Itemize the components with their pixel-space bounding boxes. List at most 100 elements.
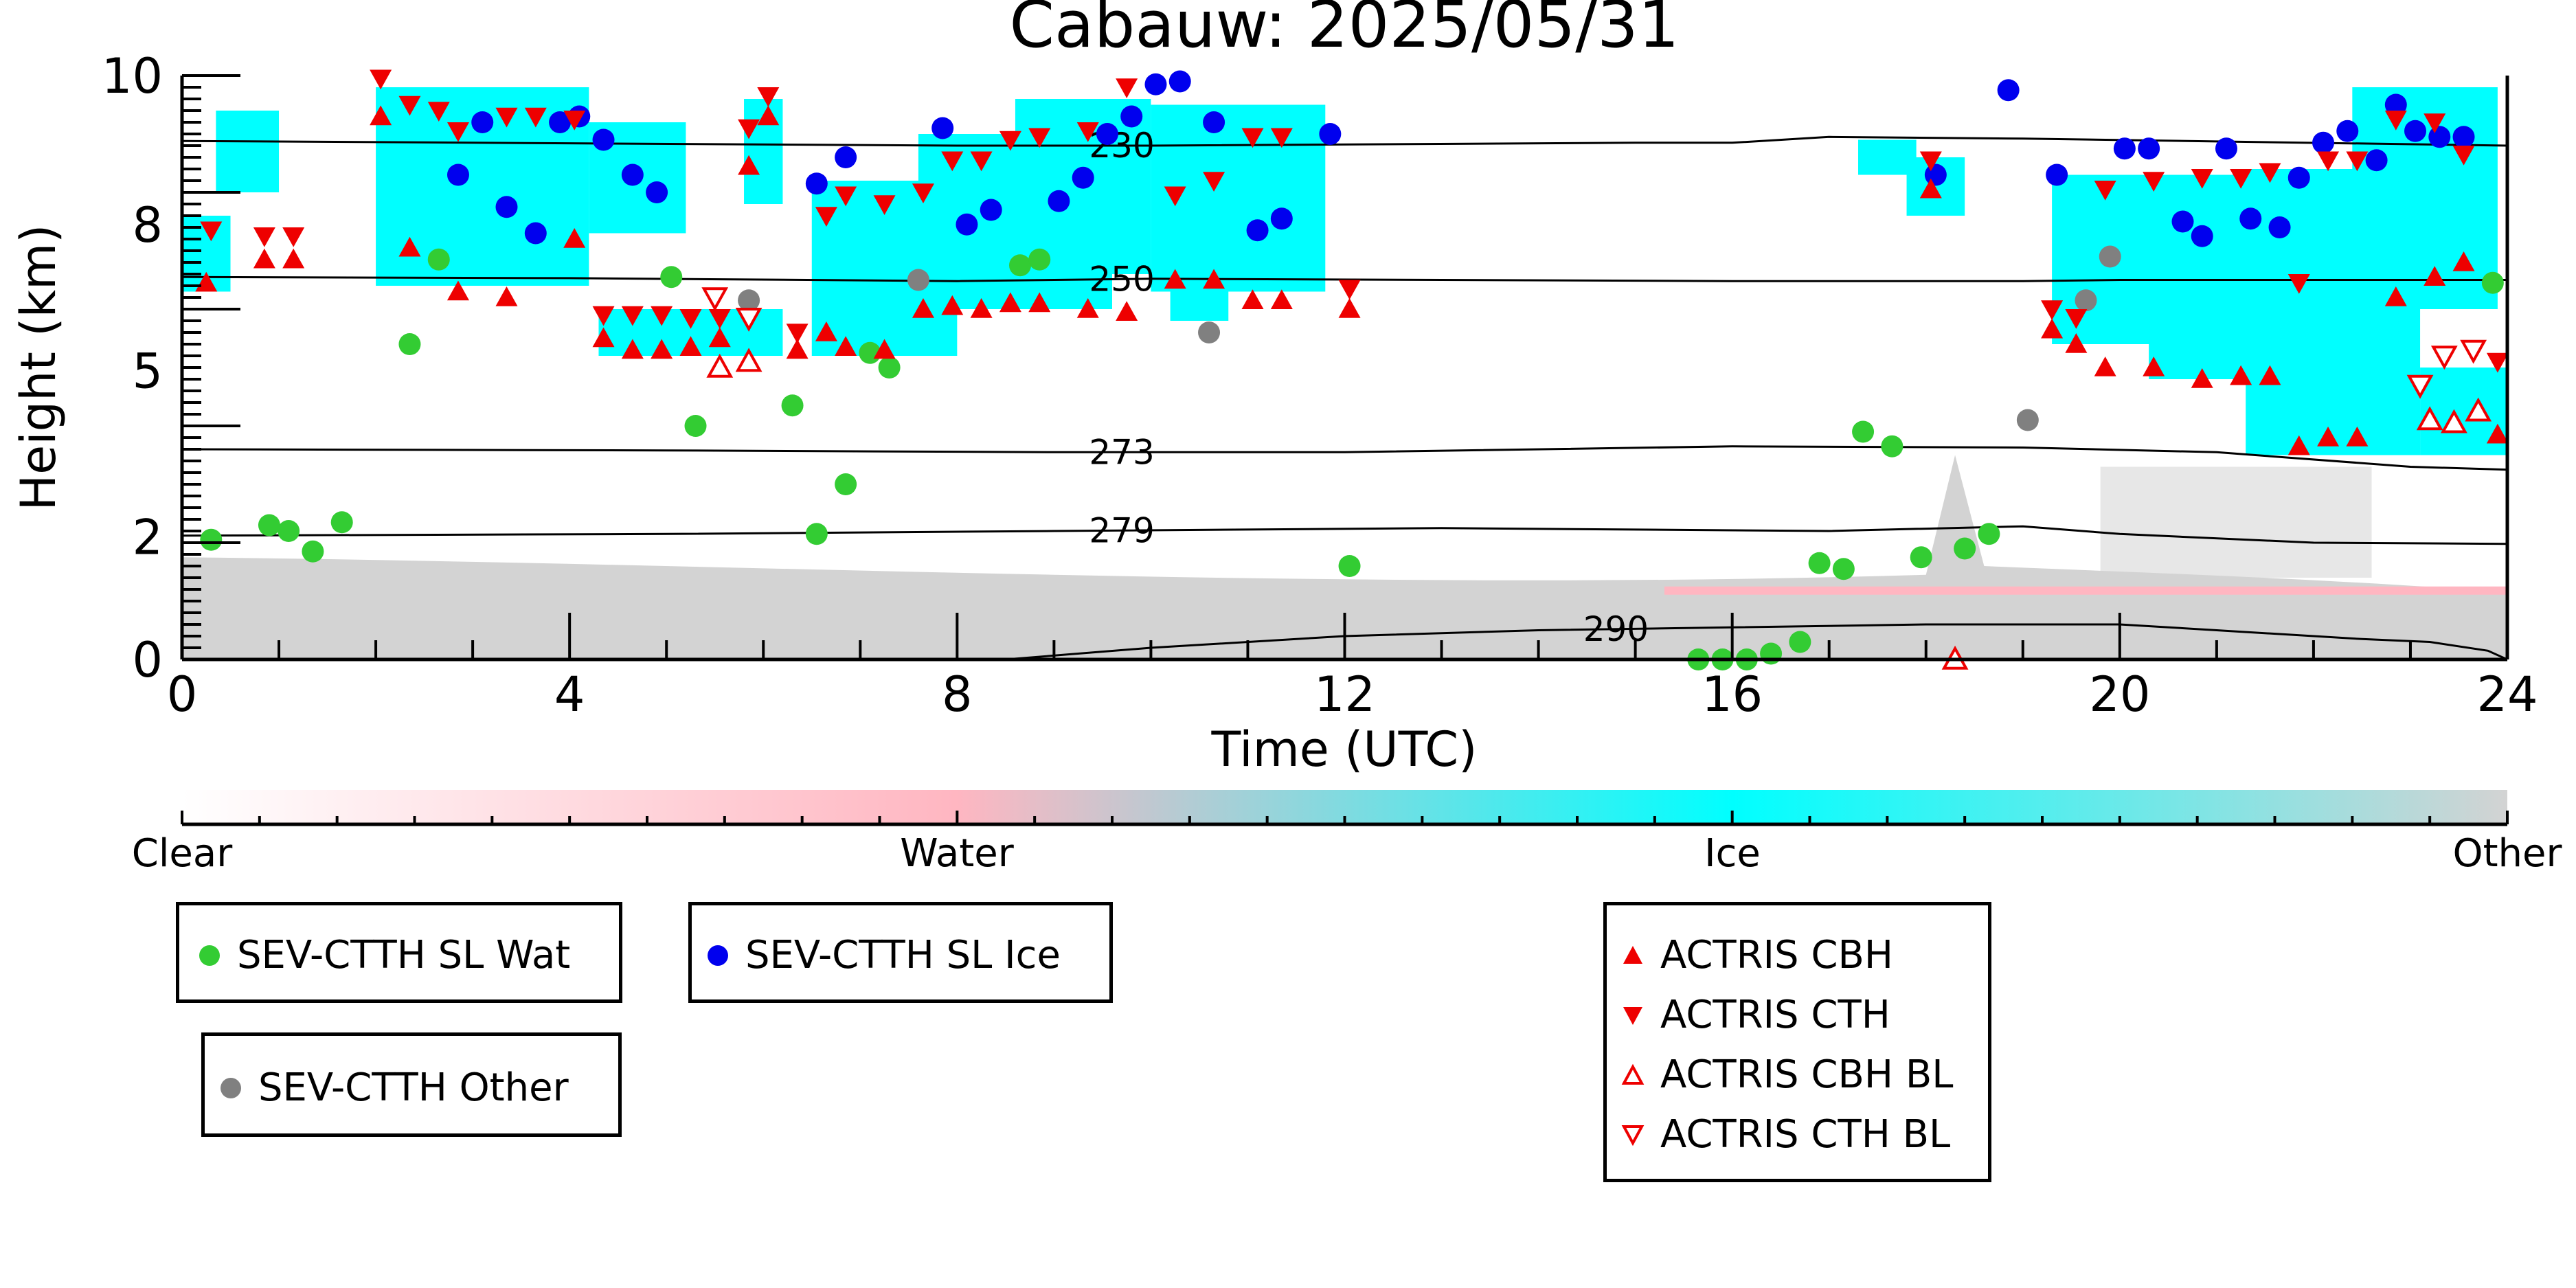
legend-label-cbh-bl: ACTRIS CBH BL (1660, 1052, 1954, 1097)
data-point (651, 339, 673, 359)
data-point (701, 287, 729, 312)
data-point (1241, 128, 1264, 148)
data-point (1338, 298, 1361, 318)
data-point (2268, 216, 2291, 238)
contour-line (1005, 623, 2507, 659)
data-point (2075, 289, 2097, 312)
data-point (999, 292, 1021, 313)
data-point (1168, 70, 1191, 93)
y-tick-label: 5 (132, 343, 163, 399)
data-point (2452, 126, 2475, 148)
legend-box-wat: SEV-CTTH SL Wat (176, 902, 622, 1003)
data-point (941, 151, 964, 172)
data-point (835, 146, 857, 168)
data-point (2016, 409, 2039, 431)
data-point (2460, 339, 2487, 364)
data-point (708, 308, 731, 329)
data-point (1076, 298, 1099, 318)
data-point (660, 266, 683, 289)
data-point (427, 102, 450, 122)
data-point (941, 295, 964, 315)
data-point (931, 117, 954, 139)
gray-rain-band (2100, 466, 2372, 578)
colorbar-label-water: Water (900, 831, 1014, 876)
data-point (1270, 289, 1293, 310)
temperature-contours (182, 135, 2507, 659)
contour-line (182, 135, 2507, 147)
data-point (2317, 151, 2340, 172)
data-point (2424, 266, 2446, 286)
data-point (2259, 365, 2281, 385)
x-tick-label: 4 (554, 666, 585, 723)
data-point (398, 236, 421, 257)
data-point (1338, 555, 1361, 577)
data-point (302, 540, 324, 563)
data-point (815, 321, 837, 341)
gray-band (182, 455, 2507, 659)
data-point (2215, 137, 2237, 160)
data-point (1246, 219, 1269, 242)
data-point (1338, 280, 1361, 300)
data-point (447, 280, 469, 301)
data-point (651, 306, 673, 326)
contour-label: 290 (1583, 609, 1649, 649)
contour-label: 273 (1089, 432, 1154, 472)
data-point (1048, 190, 1070, 212)
x-tick-label: 12 (1314, 666, 1375, 723)
data-point (1203, 172, 1225, 192)
contour-label: 250 (1089, 259, 1154, 299)
data-point (1881, 435, 1903, 457)
legend-box-actris: ACTRIS CBH ACTRIS CTH ACTRIS CBH BL ACTR… (1603, 902, 1991, 1182)
colorbar-ticks (181, 811, 2509, 824)
y-tick-label: 8 (132, 197, 163, 253)
data-point (956, 213, 978, 236)
data-point (398, 95, 421, 116)
legend-item-ice: SEV-CTTH SL Ice (705, 933, 1061, 978)
data-point (1203, 269, 1225, 289)
data-point (2287, 435, 2310, 455)
legend-label-wat: SEV-CTTH SL Wat (237, 933, 571, 978)
data-point (2406, 374, 2434, 399)
data-point (2486, 352, 2509, 373)
legend-item-cth-bl: ACTRIS CTH BL (1620, 1112, 1950, 1157)
x-tick-label: 20 (2089, 666, 2150, 723)
cloud-mask-layer (182, 87, 2507, 659)
data-point (980, 199, 1002, 221)
data-point (563, 228, 586, 248)
data-point (258, 514, 280, 536)
data-point (200, 528, 223, 551)
data-point (2041, 300, 2064, 320)
data-point (621, 306, 644, 326)
data-point (2230, 365, 2252, 385)
data-point (835, 186, 857, 207)
data-point (447, 122, 469, 142)
data-point (1076, 122, 1099, 142)
data-point (757, 87, 780, 107)
data-point (2191, 225, 2213, 247)
data-point (2065, 308, 2088, 329)
contour-line (182, 525, 2507, 545)
data-point (1919, 178, 1942, 199)
data-point (1164, 186, 1186, 207)
data-point (912, 183, 934, 203)
data-point (1997, 79, 2020, 102)
legend-box-ice: SEV-CTTH SL Ice (688, 902, 1113, 1003)
data-point (398, 333, 421, 355)
data-point (370, 69, 392, 90)
data-point (738, 119, 760, 139)
data-point (1832, 558, 1855, 580)
data-point (592, 306, 615, 326)
data-point (2046, 163, 2068, 186)
data-point (781, 394, 804, 417)
data-point (2113, 137, 2136, 160)
data-point (2065, 333, 2088, 353)
filled-triangle-up-icon (1623, 945, 1642, 964)
data-point (1120, 105, 1143, 128)
data-point (738, 289, 760, 312)
legend-label-other: SEV-CTTH Other (258, 1065, 569, 1110)
data-point (621, 163, 644, 186)
data-point (1808, 552, 1831, 574)
data-point (708, 327, 731, 348)
data-point (495, 107, 518, 128)
